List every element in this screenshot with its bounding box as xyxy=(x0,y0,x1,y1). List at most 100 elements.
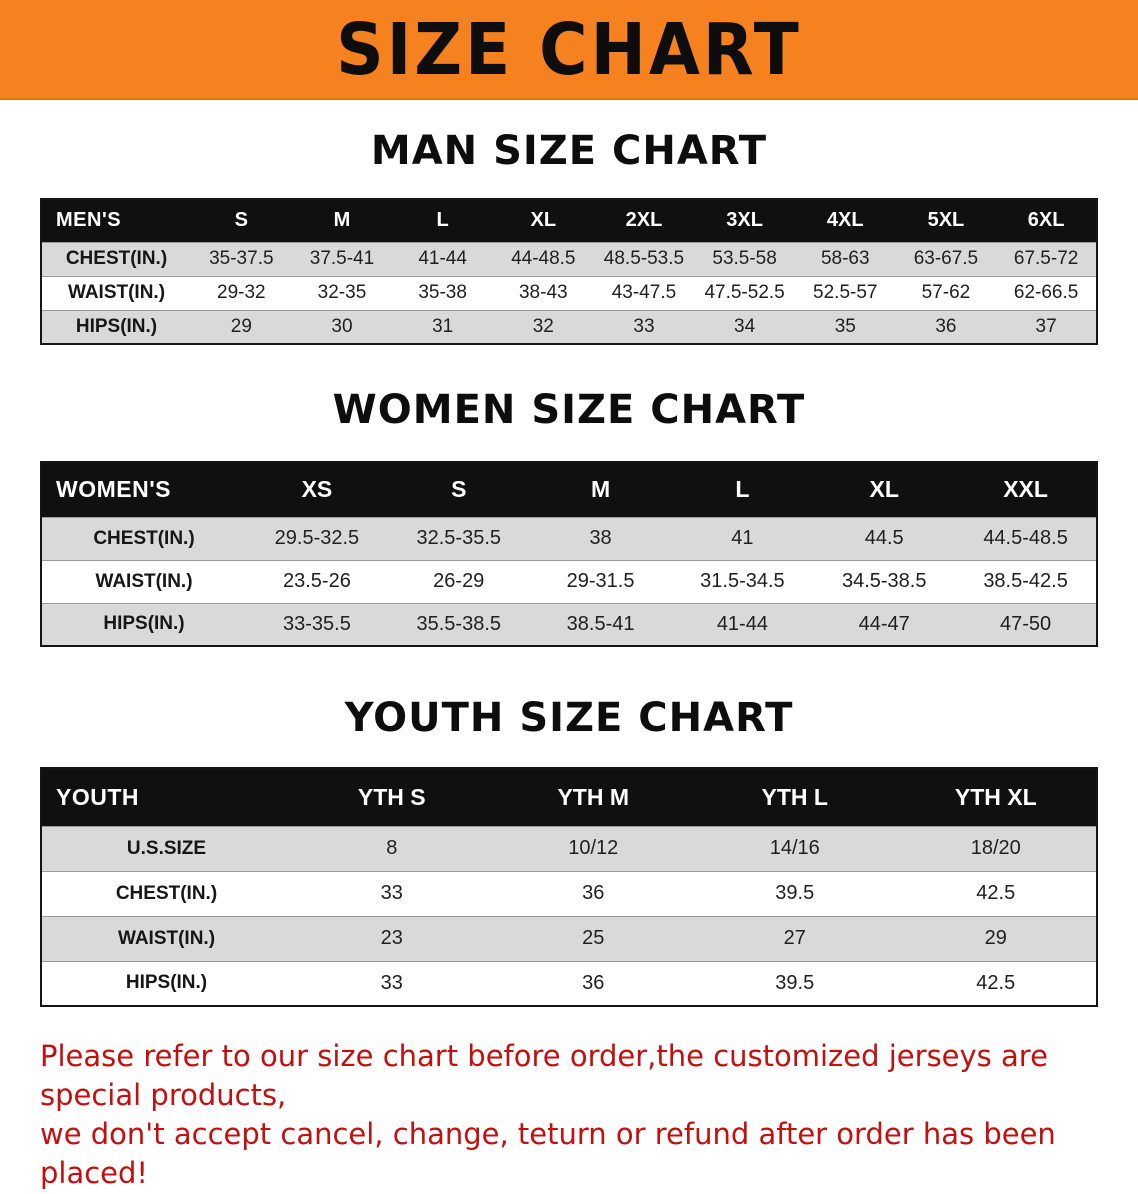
row-label: HIPS(IN.) xyxy=(125,972,208,994)
table-corner-label: WOMEN'S xyxy=(41,462,246,517)
size-cell: 44-47 xyxy=(858,612,910,635)
size-cell: 33 xyxy=(633,315,655,337)
youth-section-heading: YOUTH SIZE CHART xyxy=(344,695,794,741)
size-column-header: YTH M xyxy=(492,768,694,826)
size-cell: 29 xyxy=(230,315,252,337)
size-cell: 48.5-53.5 xyxy=(603,248,685,269)
size-cell: 29-31.5 xyxy=(566,570,635,592)
table-row: U.S.SIZE 8 10/12 14/16 18/20 xyxy=(41,826,1097,871)
row-label: CHEST(IN.) xyxy=(93,527,195,549)
size-column-header: XL xyxy=(492,199,594,242)
size-cell: 33-35.5 xyxy=(282,612,351,635)
size-column-header: L xyxy=(671,462,814,517)
size-column-header: M xyxy=(529,462,672,517)
size-cell: 32.5-35.5 xyxy=(416,527,501,549)
size-cell: 8 xyxy=(386,837,398,859)
women-section-heading: WOMEN SIZE CHART xyxy=(332,387,806,433)
size-cell: 10/12 xyxy=(568,837,619,859)
size-cell: 44.5 xyxy=(864,527,904,549)
size-cell: 36 xyxy=(582,882,605,904)
size-cell: 52.5-57 xyxy=(813,282,878,303)
size-cell: 34 xyxy=(734,315,756,337)
size-column-header: 2XL xyxy=(593,199,695,242)
size-cell: 29.5-32.5 xyxy=(274,527,360,549)
row-label: WAIST(IN.) xyxy=(117,927,216,949)
size-column-header: 3XL xyxy=(694,199,795,242)
size-cell: 14/16 xyxy=(769,837,820,859)
size-cell: 18/20 xyxy=(970,837,1021,859)
size-cell: 33 xyxy=(380,882,403,904)
size-cell: 44-48.5 xyxy=(511,248,576,269)
size-cell: 25 xyxy=(582,927,605,949)
size-cell: 34.5-38.5 xyxy=(841,570,927,592)
table-corner-label: YOUTH xyxy=(41,768,291,826)
men-size-chart-section: MAN SIZE CHART MEN'S S M L XL 2XL 3XL 4XL 5XL 6XL C… xyxy=(0,128,1138,345)
size-cell: 47.5-52.5 xyxy=(704,282,785,303)
size-column-header: 5XL xyxy=(895,199,997,242)
size-cell: 67.5-72 xyxy=(1013,248,1079,269)
size-cell: 36 xyxy=(935,315,957,337)
men-section-heading: MAN SIZE CHART xyxy=(370,128,768,174)
table-row: WAIST(IN.) 23.5-26 26-29 29-31.5 31.5-34.5 34… xyxy=(41,560,1097,603)
size-cell: 30 xyxy=(331,315,353,337)
size-cell: 31.5-34.5 xyxy=(700,570,785,592)
women-size-chart-section: WOMEN SIZE CHART WOMEN'S XS S M L XL XXL CHEST(I… xyxy=(0,387,1138,647)
size-cell: 38 xyxy=(589,527,612,549)
men-header-row: MEN'S S M L XL 2XL 3XL 4XL 5XL 6XL xyxy=(41,199,1097,242)
size-column-header: YTH S xyxy=(291,768,493,826)
size-cell: 42.5 xyxy=(976,882,1016,904)
size-cell: 32-35 xyxy=(317,282,367,303)
size-cell: 29-32 xyxy=(217,282,266,303)
size-chart-banner: SIZE CHART xyxy=(0,0,1138,100)
size-cell: 35.5-38.5 xyxy=(416,612,501,635)
disclaimer-note: Please refer to our size chart before or… xyxy=(40,1037,1100,1194)
size-column-header: XS xyxy=(246,462,388,517)
row-label: CHEST(IN.) xyxy=(115,882,218,904)
size-cell: 57-62 xyxy=(921,282,971,303)
size-cell: 29 xyxy=(984,927,1007,949)
size-cell: 27 xyxy=(783,927,806,949)
size-cell: 41-44 xyxy=(418,248,467,269)
size-cell: 38.5-41 xyxy=(566,612,635,635)
size-column-header: YTH L xyxy=(694,768,896,826)
table-corner-label: MEN'S xyxy=(41,199,191,242)
size-cell: 38.5-42.5 xyxy=(983,570,1068,592)
row-label: CHEST(IN.) xyxy=(65,248,168,269)
size-cell: 42.5 xyxy=(976,971,1016,994)
size-cell: 41 xyxy=(731,527,754,549)
size-cell: 37.5-41 xyxy=(309,248,375,269)
tables-container: MAN SIZE CHART MEN'S S M L XL 2XL 3XL 4XL 5XL 6XL C… xyxy=(0,128,1138,1007)
disclaimer-line-2: we don't accept cancel, change, teturn o… xyxy=(40,1117,1056,1191)
youth-size-chart-section: YOUTH SIZE CHART YOUTH YTH S YTH M YTH L YTH … xyxy=(0,695,1138,1007)
size-cell: 33 xyxy=(380,971,403,994)
size-column-header: S xyxy=(387,462,530,517)
size-cell: 62-66.5 xyxy=(1013,282,1079,303)
women-header-row: WOMEN'S XS S M L XL XXL xyxy=(41,462,1097,517)
size-cell: 53.5-58 xyxy=(712,248,777,269)
row-label: HIPS(IN.) xyxy=(75,315,158,337)
disclaimer-line-1: Please refer to our size chart before or… xyxy=(40,1039,1048,1113)
table-row: HIPS(IN.) 29 30 31 32 33 34 35 36 37 xyxy=(41,310,1097,344)
row-label: U.S.SIZE xyxy=(126,837,207,859)
men-size-table: MEN'S S M L XL 2XL 3XL 4XL 5XL 6XL CHEST(IN.) 35-37… xyxy=(40,198,1098,345)
size-cell: 35-37.5 xyxy=(209,248,274,269)
table-row: HIPS(IN.) 33-35.5 35.5-38.5 38.5-41 41-44 44-… xyxy=(41,603,1097,646)
banner-title: SIZE CHART xyxy=(336,7,802,91)
size-cell: 39.5 xyxy=(775,882,815,904)
size-cell: 35-38 xyxy=(418,282,467,303)
size-column-header: YTH XL xyxy=(895,768,1097,826)
table-row: CHEST(IN.) 35-37.5 37.5-41 41-44 44-48.5 48.5… xyxy=(41,242,1097,276)
size-cell: 43-47.5 xyxy=(611,282,677,303)
size-cell: 36 xyxy=(582,971,605,994)
size-cell: 38-43 xyxy=(518,282,568,303)
table-row: WAIST(IN.) 23 25 27 29 xyxy=(41,916,1097,961)
table-row: CHEST(IN.) 29.5-32.5 32.5-35.5 38 41 44.5 44.5… xyxy=(41,517,1097,560)
size-cell: 26-29 xyxy=(433,570,485,592)
size-cell: 41-44 xyxy=(716,612,768,635)
size-cell: 32 xyxy=(532,315,554,337)
size-column-header: L xyxy=(392,199,493,242)
size-cell: 35 xyxy=(834,315,856,337)
size-column-header: M xyxy=(291,199,393,242)
youth-header-row: YOUTH YTH S YTH M YTH L YTH XL xyxy=(41,768,1097,826)
size-cell: 37 xyxy=(1035,315,1057,337)
